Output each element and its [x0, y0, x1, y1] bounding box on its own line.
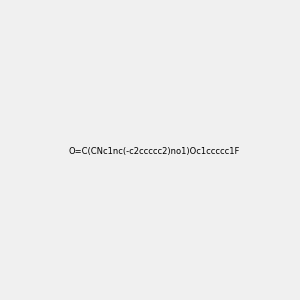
Text: O=C(CNc1nc(-c2ccccc2)no1)Oc1ccccc1F: O=C(CNc1nc(-c2ccccc2)no1)Oc1ccccc1F: [68, 147, 239, 156]
